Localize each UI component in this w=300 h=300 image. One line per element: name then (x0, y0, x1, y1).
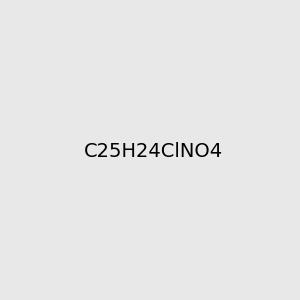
Text: C25H24ClNO4: C25H24ClNO4 (84, 142, 223, 161)
